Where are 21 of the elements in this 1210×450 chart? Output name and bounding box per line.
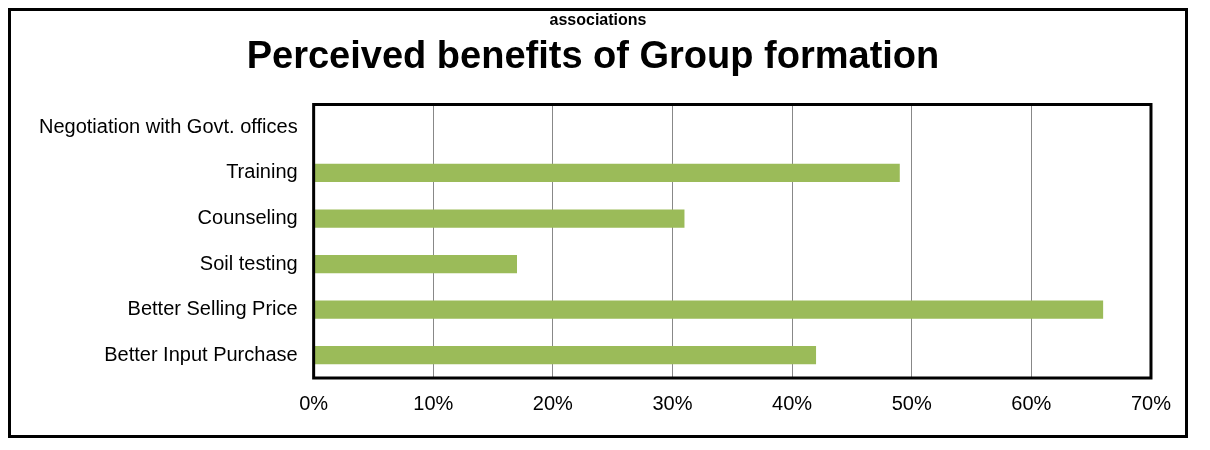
y-tick-label: Training	[226, 160, 298, 183]
text: associations	[549, 11, 647, 29]
x-tick-label: 70%	[1130, 391, 1172, 414]
x-tick-label: 60%	[1011, 391, 1052, 414]
x-tick-label: 0%	[299, 391, 329, 414]
x-tick-label: 30%	[652, 391, 693, 414]
chart-title: Perceived benefits of Group formation	[246, 34, 940, 77]
bar	[314, 346, 817, 365]
bar	[314, 163, 900, 183]
x-tick-label: 20%	[532, 391, 574, 414]
y-tick-label: Negotiation with Govt. offices	[39, 114, 298, 137]
y-tick-label: Soil testing	[199, 251, 298, 274]
y-tick-label: Better Input Purchase	[104, 342, 298, 365]
y-tick-label: Better Selling Price	[127, 297, 298, 320]
bar	[314, 300, 1104, 319]
y-tick-label: Counseling	[197, 206, 298, 229]
x-tick-label: 50%	[891, 391, 932, 414]
x-tick-label: 40%	[772, 391, 813, 414]
bar	[314, 254, 518, 274]
x-tick-label: 10%	[413, 391, 454, 414]
bar	[314, 209, 685, 228]
